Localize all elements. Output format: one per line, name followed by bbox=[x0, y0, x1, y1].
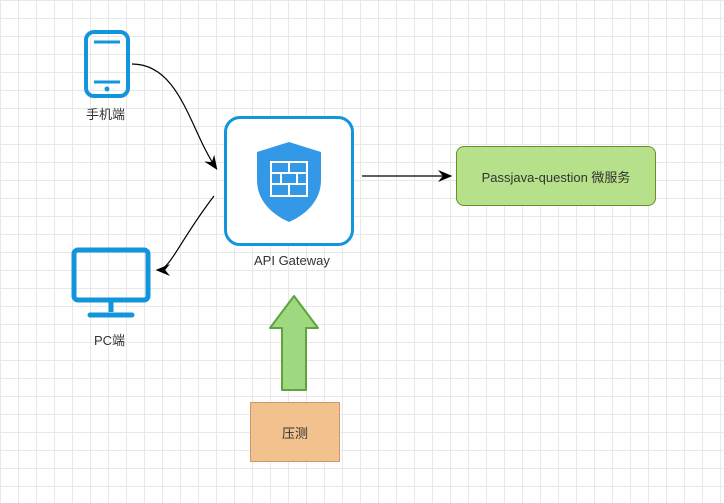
pc-label: PC端 bbox=[94, 330, 125, 349]
service-node: Passjava-question 微服务 bbox=[456, 146, 656, 206]
edge-mobile-gateway bbox=[132, 64, 216, 168]
edge-gateway-pc bbox=[158, 196, 214, 270]
load-test-label: 压测 bbox=[282, 423, 308, 442]
arrow-up-icon bbox=[268, 294, 320, 394]
mobile-icon bbox=[82, 28, 132, 100]
service-label: Passjava-question 微服务 bbox=[482, 167, 631, 186]
shield-icon bbox=[249, 136, 329, 226]
pc-icon bbox=[68, 244, 154, 322]
pc-node bbox=[68, 244, 154, 327]
gateway-node bbox=[224, 116, 354, 246]
gateway-label: API Gateway bbox=[254, 253, 330, 268]
load-arrow bbox=[268, 294, 320, 399]
mobile-node bbox=[82, 28, 132, 105]
load-test-node: 压测 bbox=[250, 402, 340, 462]
mobile-label: 手机端 bbox=[86, 104, 125, 123]
